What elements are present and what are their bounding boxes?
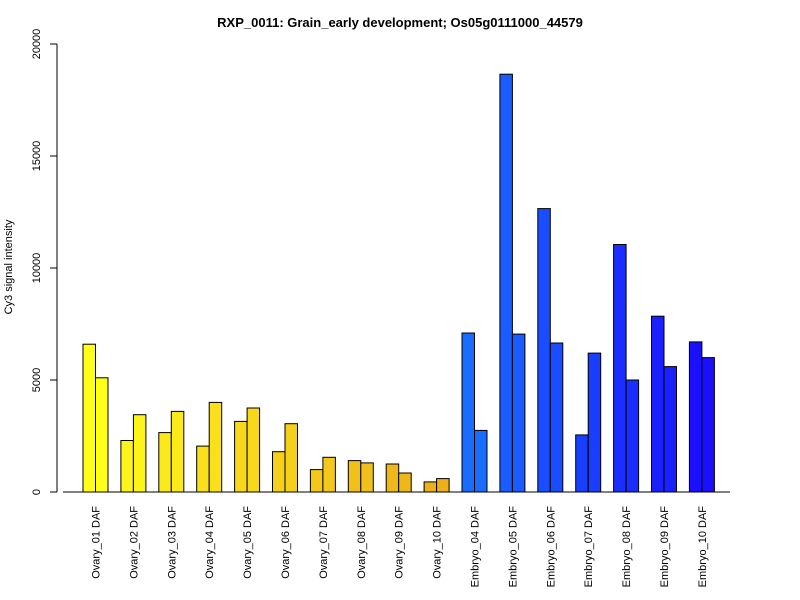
y-axis-label: Cy3 signal intensity (3, 219, 15, 314)
x-tick-labels: Ovary_01 DAF Ovary_02 DAF Ovary_03 DAF Ovar… (91, 506, 709, 588)
x-tick-label: Ovary_08 DAF (356, 506, 368, 579)
bar-ovary-03-daf-1 (158, 432, 172, 493)
bar-embryo-09-daf-2 (663, 366, 677, 493)
bar-embryo-05-daf-2 (511, 333, 526, 493)
bar-ovary-07-daf-1 (309, 469, 324, 493)
x-tick-label: Embryo_07 DAF (583, 506, 595, 588)
bar-embryo-08-daf-2 (625, 379, 640, 493)
bar-ovary-06-daf-1 (272, 451, 286, 493)
x-tick-label: Ovary_04 DAF (204, 506, 216, 579)
bar-embryo-06-daf-1 (537, 208, 551, 493)
bar-embryo-05-daf-1 (499, 73, 513, 493)
bar-ovary-10-daf-1 (423, 481, 438, 493)
x-tick-label: Ovary_02 DAF (128, 506, 140, 579)
bar-ovary-04-daf-1 (196, 445, 210, 493)
x-tick-label: Ovary_10 DAF (432, 506, 444, 579)
x-tick-label: Ovary_01 DAF (91, 506, 103, 579)
x-tick-label: Embryo_05 DAF (507, 506, 519, 588)
bar-ovary-02-daf-2 (132, 414, 147, 493)
bar-embryo-07-daf-1 (575, 434, 589, 493)
bar-embryo-09-daf-1 (651, 315, 665, 493)
bar-embryo-07-daf-2 (587, 352, 602, 493)
x-tick-label: Embryo_10 DAF (697, 506, 709, 588)
y-tick-label: 15000 (31, 141, 43, 172)
bar-ovary-08-daf-2 (360, 462, 374, 493)
bar-ovary-04-daf-2 (208, 401, 223, 493)
bar-embryo-10-daf-2 (701, 357, 715, 493)
y-tick-label: 0 (31, 489, 43, 495)
x-tick-label: Embryo_09 DAF (659, 506, 671, 588)
x-tick-label: Ovary_03 DAF (166, 506, 178, 579)
bar-ovary-05-daf-1 (234, 420, 248, 493)
bar-ovary-08-daf-1 (347, 460, 362, 493)
x-tick-label: Ovary_05 DAF (242, 506, 254, 579)
bar-embryo-08-daf-1 (613, 244, 627, 493)
bar-embryo-10-daf-1 (688, 341, 703, 493)
bar-ovary-10-daf-2 (436, 478, 450, 493)
bar-ovary-02-daf-1 (120, 440, 134, 493)
bar-ovary-09-daf-1 (385, 463, 400, 493)
bar-ovary-07-daf-2 (322, 456, 336, 493)
bar-ovary-06-daf-2 (284, 423, 298, 493)
x-tick-label: Embryo_06 DAF (545, 506, 557, 588)
bar-embryo-04-daf-1 (461, 332, 475, 493)
bar-ovary-01-daf-1 (82, 343, 96, 493)
bar-ovary-09-daf-2 (398, 472, 412, 493)
x-tick-label: Embryo_08 DAF (621, 506, 633, 588)
x-tick-label: Embryo_04 DAF (470, 506, 482, 588)
bar-embryo-06-daf-2 (549, 342, 564, 493)
bar-ovary-05-daf-2 (246, 407, 261, 493)
bar-ovary-03-daf-2 (170, 410, 185, 493)
x-tick-label: Ovary_06 DAF (280, 506, 292, 579)
chart-title: RXP_0011: Grain_early development; Os05g… (217, 15, 583, 30)
x-tick-label: Ovary_09 DAF (394, 506, 406, 579)
x-tick-label: Ovary_07 DAF (318, 506, 330, 579)
y-tick-label: 20000 (31, 29, 43, 60)
bars-group (82, 73, 715, 493)
y-tick-label: 10000 (31, 253, 43, 284)
bar-ovary-01-daf-2 (95, 377, 109, 493)
y-axis: 0 5000 10000 15000 20000 (31, 29, 58, 495)
bar-embryo-04-daf-2 (474, 429, 488, 493)
y-tick-label: 5000 (31, 368, 43, 392)
